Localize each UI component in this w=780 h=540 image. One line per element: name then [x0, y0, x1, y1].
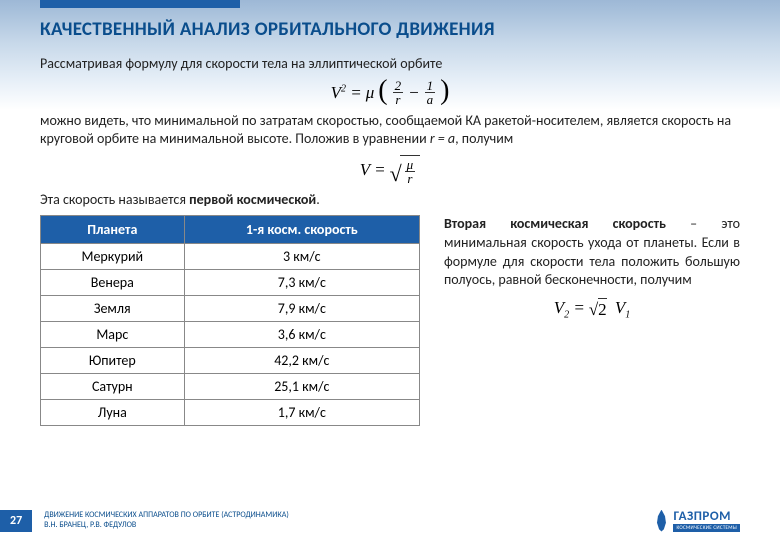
f1-lparen: (: [378, 83, 387, 100]
table-cell: Луна: [41, 399, 185, 425]
f2-sqrt: √ μ r: [390, 155, 421, 185]
table-cell: 25,1 км/с: [184, 373, 419, 399]
footer-text: ДВИЖЕНИЕ КОСМИЧЕСКИХ АППАРАТОВ ПО ОРБИТЕ…: [44, 511, 653, 530]
table-cell: 7,9 км/с: [184, 295, 419, 321]
table-cell: 1,7 км/с: [184, 399, 419, 425]
gazprom-logo: ГАЗПРОМ КОСМИЧЕСКИЕ СИСТЕМЫ: [653, 509, 740, 532]
table-row: Юпитер42,2 км/с: [41, 347, 420, 373]
logo-text: ГАЗПРОМ: [673, 509, 740, 524]
f3-v1: V1: [611, 298, 631, 320]
velocity-table: Планета 1-я косм. скорость Меркурий3 км/…: [40, 215, 420, 426]
f2-lhs: V =: [360, 160, 386, 180]
table-row: Луна1,7 км/с: [41, 399, 420, 425]
logo-subtext: КОСМИЧЕСКИЕ СИСТЕМЫ: [673, 524, 740, 532]
table-row: Сатурн25,1 км/с: [41, 373, 420, 399]
table-row: Меркурий3 км/с: [41, 243, 420, 269]
f1-lhs: V2 =: [331, 83, 362, 103]
f1-frac2: 1 a: [425, 79, 436, 106]
f1-rparen: ): [440, 83, 449, 100]
header-accent-bar: [40, 0, 240, 8]
table-row: Марс3,6 км/с: [41, 321, 420, 347]
table-cell: 7,3 км/с: [184, 269, 419, 295]
paragraph-2: можно видеть, что минимальной по затрата…: [40, 112, 740, 148]
th-planet: Планета: [41, 215, 185, 243]
table-cell: Сатурн: [41, 373, 185, 399]
footer: 27 ДВИЖЕНИЕ КОСМИЧЕСКИХ АППАРАТОВ ПО ОРБ…: [0, 509, 780, 532]
f1-mu: μ: [366, 83, 375, 103]
paragraph-3: Эта скорость называется первой космическ…: [40, 191, 740, 209]
formula-3: V2 = √2 V1: [444, 298, 740, 320]
table-cell: 3,6 км/с: [184, 321, 419, 347]
formula-1: V2 = μ ( 2 r − 1 a ): [40, 79, 740, 106]
f1-minus: −: [408, 83, 419, 103]
table-cell: Меркурий: [41, 243, 185, 269]
slide-title: КАЧЕСТВЕННЫЙ АНАЛИЗ ОРБИТАЛЬНОГО ДВИЖЕНИ…: [40, 18, 740, 41]
table-row: Венера7,3 км/с: [41, 269, 420, 295]
th-velocity: 1-я косм. скорость: [184, 215, 419, 243]
flame-icon: [653, 510, 669, 532]
f3-lhs: V2 =: [554, 298, 585, 320]
table-cell: 42,2 км/с: [184, 347, 419, 373]
page-number: 27: [0, 510, 32, 532]
paragraph-1: Рассматривая формулу для скорости тела н…: [40, 55, 740, 73]
f1-frac1: 2 r: [393, 79, 404, 106]
formula-2: V = √ μ r: [40, 155, 740, 185]
table-row: Земля7,9 км/с: [41, 295, 420, 321]
f3-sqrt2: √2: [589, 300, 607, 320]
table-cell: Венера: [41, 269, 185, 295]
table-cell: Юпитер: [41, 347, 185, 373]
table-cell: 3 км/с: [184, 243, 419, 269]
slide-content: КАЧЕСТВЕННЫЙ АНАЛИЗ ОРБИТАЛЬНОГО ДВИЖЕНИ…: [0, 0, 780, 426]
table-cell: Земля: [41, 295, 185, 321]
table-cell: Марс: [41, 321, 185, 347]
paragraph-4: Вторая космическая скорость – это минима…: [444, 215, 740, 291]
